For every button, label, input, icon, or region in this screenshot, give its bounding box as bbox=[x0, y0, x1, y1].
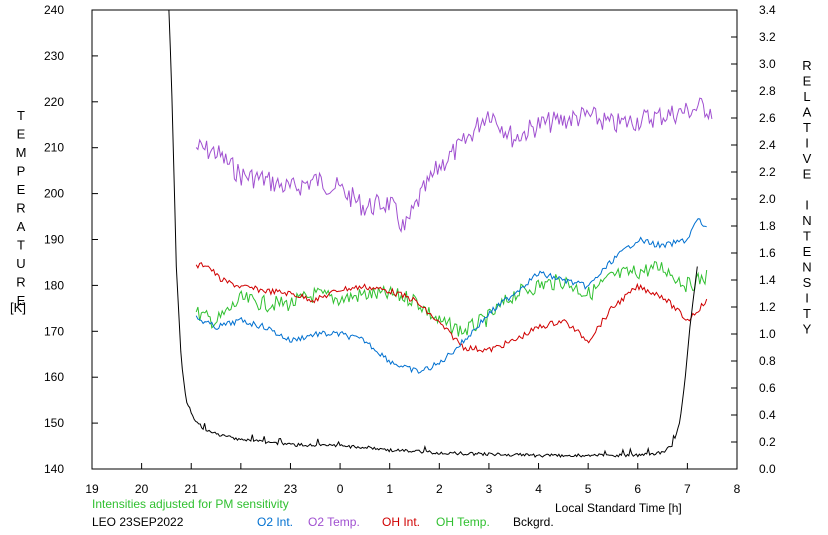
right-axis-label-char: E bbox=[803, 244, 812, 259]
station-date: LEO 23SEP2022 bbox=[92, 515, 184, 529]
left-tick-label: 240 bbox=[44, 3, 64, 17]
right-axis-label-char: I bbox=[805, 198, 809, 213]
right-axis-label-char: T bbox=[803, 306, 811, 321]
right-axis-label-char: I bbox=[805, 136, 809, 151]
left-tick-label: 210 bbox=[44, 141, 64, 155]
left-tick-label: 190 bbox=[44, 233, 64, 247]
left-axis-label-char: E bbox=[17, 293, 26, 308]
series-bckgrd-line bbox=[168, 9, 698, 458]
right-tick-label: 2.2 bbox=[759, 165, 776, 179]
series-o2-int-line bbox=[195, 218, 707, 374]
right-axis-label-char: N bbox=[802, 213, 811, 228]
left-tick-label: 170 bbox=[44, 324, 64, 338]
left-axis-label-char: A bbox=[17, 219, 26, 234]
right-axis-label-char: V bbox=[803, 151, 812, 166]
right-tick-label: 3.4 bbox=[759, 3, 776, 17]
x-axis-ticks: 19 20 21 22 23 0 1 2 3 4 5 6 7 8 bbox=[85, 463, 741, 496]
x-tick-label: 7 bbox=[684, 482, 691, 496]
right-tick-label: 0.6 bbox=[759, 381, 776, 395]
x-tick-label: 3 bbox=[486, 482, 493, 496]
right-tick-label: 3.2 bbox=[759, 30, 776, 44]
legend-o2-temp: O2 Temp. bbox=[308, 515, 360, 529]
right-tick-label: 2.4 bbox=[759, 138, 776, 152]
legend-oh-temp: OH Temp. bbox=[436, 515, 490, 529]
right-axis-label-char: E bbox=[803, 167, 812, 182]
x-tick-label: 2 bbox=[436, 482, 443, 496]
x-axis-label: Local Standard Time [h] bbox=[555, 501, 682, 515]
right-axis-label-char: L bbox=[803, 89, 810, 104]
left-axis-label-char: R bbox=[16, 275, 25, 290]
left-axis-label-char: T bbox=[17, 108, 25, 123]
right-tick-label: 1.2 bbox=[759, 300, 776, 314]
left-tick-label: 200 bbox=[44, 187, 64, 201]
x-tick-label: 1 bbox=[386, 482, 393, 496]
x-tick-label: 20 bbox=[135, 482, 149, 496]
x-tick-label: 8 bbox=[734, 482, 741, 496]
x-tick-label: 21 bbox=[185, 482, 199, 496]
series-layer bbox=[168, 9, 713, 458]
right-axis-label-char: T bbox=[803, 120, 811, 135]
right-tick-label: 1.4 bbox=[759, 273, 776, 287]
left-axis-label-char: E bbox=[17, 127, 26, 142]
left-axis-label-char: P bbox=[17, 164, 26, 179]
left-tick-label: 220 bbox=[44, 95, 64, 109]
plot-frame bbox=[91, 9, 738, 470]
right-tick-label: 0.0 bbox=[759, 462, 776, 476]
right-tick-label: 0.2 bbox=[759, 435, 776, 449]
right-tick-label: 2.0 bbox=[759, 192, 776, 206]
left-axis-unit: [K] bbox=[10, 300, 26, 315]
right-axis-label-char: R bbox=[802, 58, 811, 73]
x-tick-label: 23 bbox=[284, 482, 298, 496]
legend-bckgrd: Bckgrd. bbox=[513, 515, 554, 529]
left-axis-label-char: U bbox=[16, 256, 25, 271]
series-o2-temp-line bbox=[195, 97, 713, 234]
left-tick-label: 160 bbox=[44, 370, 64, 384]
left-axis-label-char: T bbox=[17, 238, 25, 253]
right-axis-label-char: S bbox=[803, 275, 812, 290]
left-axis-label-char: M bbox=[16, 145, 27, 160]
x-tick-label: 0 bbox=[337, 482, 344, 496]
left-tick-label: 180 bbox=[44, 278, 64, 292]
right-tick-label: 0.4 bbox=[759, 408, 776, 422]
right-tick-label: 2.6 bbox=[759, 111, 776, 125]
right-tick-label: 1.0 bbox=[759, 327, 776, 341]
left-tick-label: 230 bbox=[44, 49, 64, 63]
x-tick-label: 6 bbox=[634, 482, 641, 496]
x-tick-label: 22 bbox=[234, 482, 248, 496]
left-axis-ticks: 240 230 220 210 200 190 180 170 160 150 140 bbox=[44, 3, 98, 476]
right-axis-label-char: A bbox=[803, 105, 812, 120]
right-tick-label: 3.0 bbox=[759, 57, 776, 71]
left-tick-label: 140 bbox=[44, 462, 64, 476]
right-tick-label: 0.8 bbox=[759, 354, 776, 368]
right-axis-label-char: E bbox=[803, 74, 812, 89]
note-text: Intensities adjusted for PM sensitivity bbox=[92, 497, 289, 511]
series-oh-int-line bbox=[195, 262, 708, 353]
right-axis-ticks: 3.4 3.2 3.0 2.8 2.6 2.4 2.2 2.0 1.8 1.6 1.4 1.2 1.0 0… bbox=[731, 3, 776, 476]
right-tick-label: 2.8 bbox=[759, 84, 776, 98]
right-axis-label-char: Y bbox=[803, 322, 812, 337]
legend-o2-int: O2 Int. bbox=[257, 515, 293, 529]
right-axis-label-char bbox=[805, 182, 809, 197]
x-tick-label: 4 bbox=[535, 482, 542, 496]
left-axis-label-char: E bbox=[17, 182, 26, 197]
left-tick-label: 150 bbox=[44, 416, 64, 430]
right-axis-label-char: T bbox=[803, 229, 811, 244]
right-axis-label-char: N bbox=[802, 260, 811, 275]
right-tick-label: 1.8 bbox=[759, 219, 776, 233]
right-tick-label: 1.6 bbox=[759, 246, 776, 260]
left-axis-label-char: R bbox=[16, 201, 25, 216]
legend-oh-int: OH Int. bbox=[382, 515, 420, 529]
right-axis-label-char: I bbox=[805, 291, 809, 306]
x-tick-label: 5 bbox=[585, 482, 592, 496]
series-oh-temp-line bbox=[195, 260, 708, 337]
x-tick-label: 19 bbox=[85, 482, 99, 496]
